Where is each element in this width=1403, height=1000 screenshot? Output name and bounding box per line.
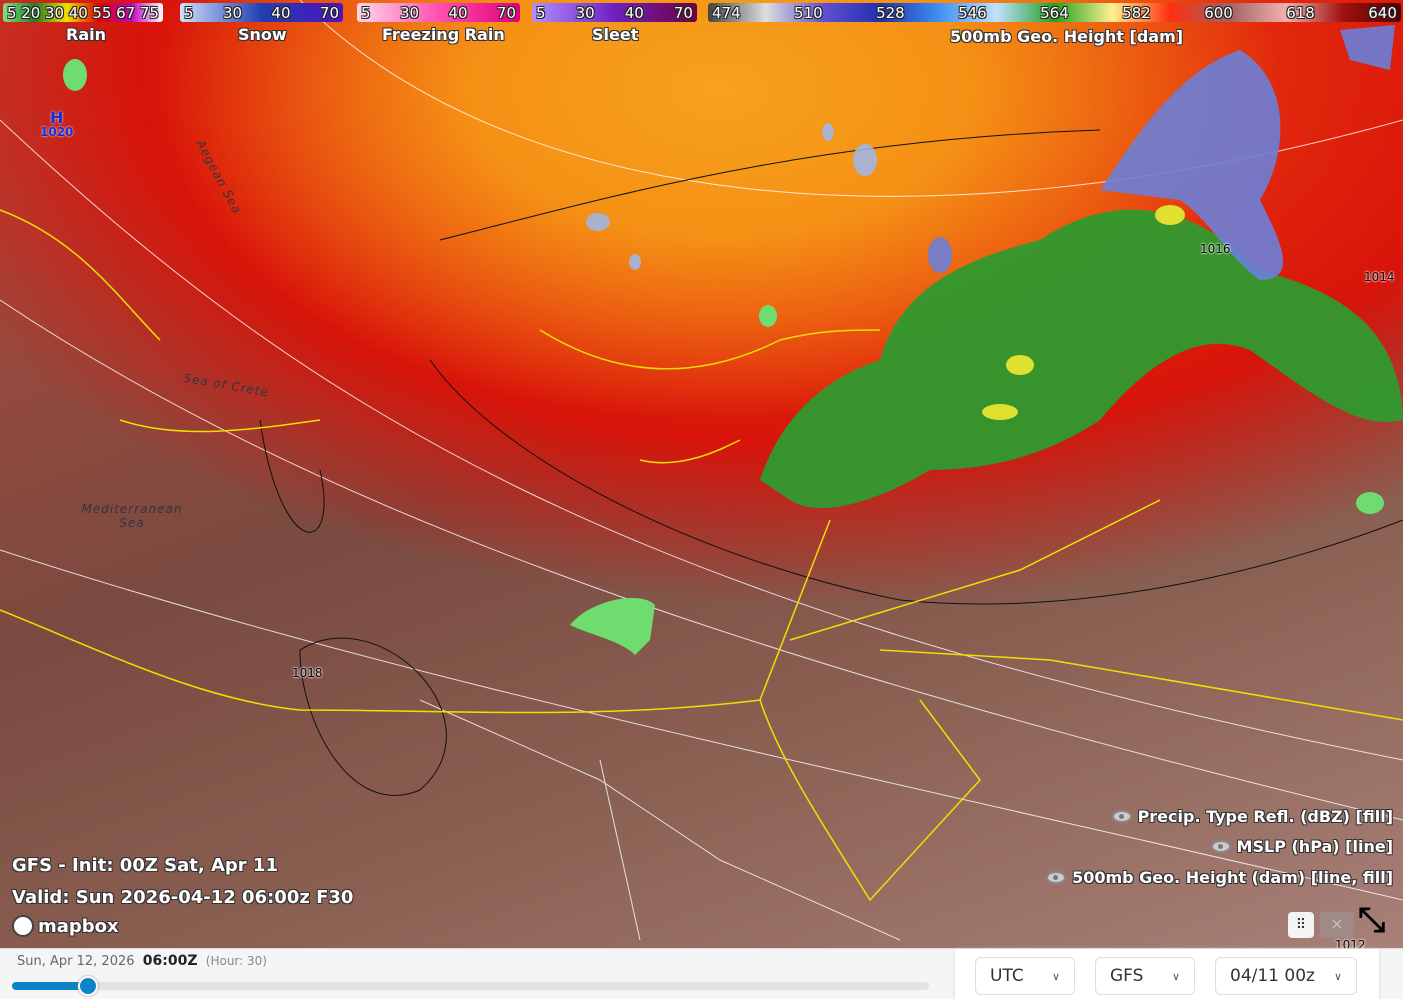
timeline-hour: (Hour: 30): [205, 954, 267, 968]
isobar-label: 1012: [1335, 938, 1366, 948]
layer-label: 500mb Geo. Height (dam) [line, fill]: [1072, 868, 1393, 887]
eye-icon: [1046, 871, 1067, 884]
layer-toggle-precip[interactable]: Precip. Type Refl. (dBZ) [fill]: [1111, 807, 1393, 826]
timeline-label: Sun, Apr 12, 2026 06:00Z (Hour: 30): [17, 953, 267, 969]
isobar-label: 1016: [1200, 242, 1231, 256]
time-slider-fill: [12, 982, 89, 990]
layer-toggle-height[interactable]: 500mb Geo. Height (dam) [line, fill]: [1046, 868, 1393, 887]
sleet-scale: 5 30 40 70: [532, 3, 697, 22]
model-init-info: GFS - Init: 00Z Sat, Apr 11: [12, 855, 278, 876]
close-icon[interactable]: ✕: [1320, 912, 1354, 938]
eye-icon: [1111, 810, 1132, 823]
time-slider-handle[interactable]: [78, 976, 99, 996]
precip-rain-area: [760, 209, 1403, 509]
sleet-label: Sleet: [592, 25, 639, 44]
drag-handle-icon[interactable]: ⠿: [1288, 912, 1314, 938]
chevron-down-icon: ∨: [1051, 969, 1060, 983]
rain-scale: 5 20 30 40 55 67 75: [3, 3, 163, 22]
layer-label: MSLP (hPa) [line]: [1236, 837, 1393, 856]
model-value: GFS: [1110, 966, 1144, 986]
run-value: 04/11 00z: [1230, 966, 1315, 986]
resize-icon[interactable]: ⤡: [1358, 900, 1386, 940]
chevron-down-icon: ∨: [1333, 969, 1342, 983]
timeline-date: Sun, Apr 12, 2026: [17, 954, 135, 969]
timeline-time: 06:00Z: [142, 953, 198, 969]
high-pressure-marker: H: [50, 108, 64, 127]
valid-time-info: Valid: Sun 2026-04-12 06:00z F30: [12, 887, 354, 908]
eye-icon: [1210, 840, 1231, 853]
timeline-bar: Sun, Apr 12, 2026 06:00Z (Hour: 30) UTC ∨…: [0, 948, 1403, 1000]
timezone-select[interactable]: UTC ∨: [975, 957, 1075, 995]
isobar-label: 1014: [1364, 270, 1395, 284]
height-label: 500mb Geo. Height [dam]: [950, 27, 1184, 46]
rain-label: Rain: [66, 25, 106, 44]
timezone-value: UTC: [990, 966, 1024, 986]
snow-label: Snow: [238, 25, 287, 44]
chevron-down-icon: ∨: [1171, 969, 1180, 983]
layer-toggle-mslp[interactable]: MSLP (hPa) [line]: [1210, 837, 1393, 856]
mapbox-logo[interactable]: mapbox: [12, 915, 119, 937]
precip-snow-area: [928, 25, 1395, 280]
model-select[interactable]: GFS ∨: [1095, 957, 1195, 995]
high-pressure-value: 1020: [40, 125, 74, 139]
isobar-label: 1018: [292, 666, 323, 680]
mapbox-text: mapbox: [38, 915, 119, 937]
freezing-rain-label: Freezing Rain: [382, 25, 505, 44]
map-overlay: [0, 25, 1403, 902]
height-scale: 474 510 528 546 564 582 600 618 640: [708, 3, 1401, 22]
snow-scale: 5 30 40 70: [180, 3, 343, 22]
run-select[interactable]: 04/11 00z ∨: [1215, 957, 1357, 995]
selector-panel: UTC ∨ GFS ∨ 04/11 00z ∨: [955, 949, 1379, 1000]
time-slider[interactable]: [12, 976, 929, 996]
mapbox-icon: [12, 915, 34, 937]
weather-map[interactable]: 5 20 30 40 55 67 75 5 30 40 70 5 30 40 70 5 30 40 70 47…: [0, 0, 1403, 948]
layer-label: Precip. Type Refl. (dBZ) [fill]: [1137, 807, 1393, 826]
freezing-rain-scale: 5 30 40 70: [357, 3, 520, 22]
sea-label: Mediterranean Sea: [81, 502, 183, 530]
